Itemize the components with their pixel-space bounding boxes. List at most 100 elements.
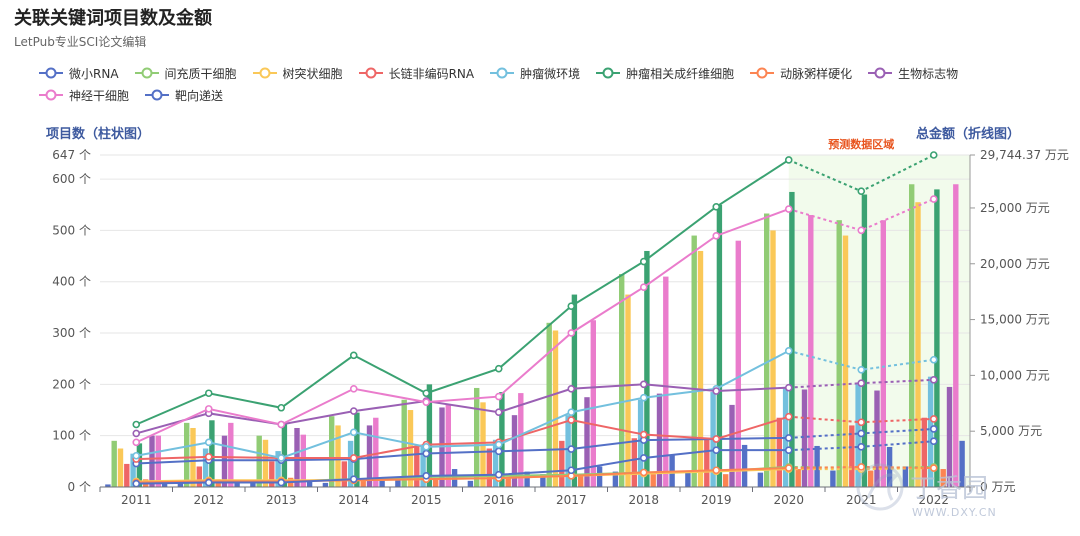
bar[interactable]: [644, 250, 650, 487]
bar[interactable]: [691, 235, 697, 487]
line-point[interactable]: [277, 403, 286, 412]
line-point[interactable]: [494, 364, 503, 373]
legend-item[interactable]: 动脉粥样硬化: [749, 62, 852, 84]
legend-item[interactable]: 生物标志物: [867, 62, 958, 84]
bar[interactable]: [886, 446, 893, 487]
bar[interactable]: [697, 250, 704, 487]
line-point[interactable]: [857, 366, 866, 374]
bar[interactable]: [685, 472, 691, 487]
bar[interactable]: [234, 481, 240, 487]
bar[interactable]: [524, 471, 530, 487]
bar[interactable]: [347, 440, 354, 487]
bar[interactable]: [776, 417, 782, 487]
line-point[interactable]: [857, 429, 866, 438]
line-point[interactable]: [132, 420, 141, 429]
bar[interactable]: [256, 435, 262, 487]
bar[interactable]: [149, 435, 155, 487]
bar[interactable]: [650, 474, 656, 487]
bar[interactable]: [373, 417, 379, 487]
line-point[interactable]: [494, 440, 503, 449]
bar[interactable]: [474, 387, 480, 487]
bar[interactable]: [880, 220, 886, 488]
bar[interactable]: [322, 482, 329, 487]
line-point[interactable]: [422, 449, 431, 458]
line-point[interactable]: [204, 405, 213, 413]
bar[interactable]: [250, 480, 256, 487]
line-point[interactable]: [929, 355, 938, 364]
line-point[interactable]: [784, 412, 793, 421]
line-point[interactable]: [132, 429, 141, 438]
line-point[interactable]: [784, 464, 793, 472]
bar[interactable]: [505, 477, 511, 487]
bar[interactable]: [329, 416, 335, 487]
line-point[interactable]: [204, 453, 213, 461]
legend-item[interactable]: 微小RNA: [38, 62, 119, 84]
bar[interactable]: [637, 399, 644, 487]
line-point[interactable]: [857, 379, 866, 387]
bar[interactable]: [959, 440, 965, 487]
bar[interactable]: [546, 322, 552, 487]
line-point[interactable]: [204, 438, 213, 447]
line-point[interactable]: [784, 434, 793, 442]
bar[interactable]: [177, 481, 184, 487]
line-point[interactable]: [494, 392, 503, 401]
bar[interactable]: [366, 425, 373, 487]
line-point[interactable]: [422, 472, 431, 480]
legend-item[interactable]: 靶向递送: [144, 84, 223, 106]
bar[interactable]: [124, 463, 130, 487]
line-point[interactable]: [929, 425, 938, 433]
line-point[interactable]: [132, 479, 141, 488]
bar[interactable]: [540, 474, 546, 487]
line-point[interactable]: [929, 376, 938, 384]
bar[interactable]: [426, 384, 433, 487]
line-point[interactable]: [712, 203, 721, 211]
bar[interactable]: [379, 480, 385, 487]
bar[interactable]: [492, 439, 499, 487]
bar[interactable]: [625, 294, 631, 487]
bar[interactable]: [921, 417, 927, 487]
legend-item[interactable]: 神经干细胞: [38, 84, 129, 106]
bar[interactable]: [868, 470, 874, 487]
line-point[interactable]: [349, 407, 358, 415]
bar[interactable]: [855, 384, 861, 487]
line-point[interactable]: [567, 416, 576, 424]
bar[interactable]: [842, 235, 849, 487]
line-point[interactable]: [639, 257, 648, 266]
bar[interactable]: [117, 448, 124, 487]
legend-item[interactable]: 肿瘤相关成纤维细胞: [595, 62, 734, 84]
line-point[interactable]: [132, 438, 141, 447]
bar[interactable]: [663, 276, 669, 487]
bar[interactable]: [741, 444, 748, 487]
bar[interactable]: [228, 422, 234, 487]
line-point[interactable]: [349, 351, 358, 360]
bar[interactable]: [940, 469, 946, 487]
bar[interactable]: [946, 386, 953, 487]
line-point[interactable]: [857, 187, 866, 196]
bar[interactable]: [559, 440, 565, 487]
line-point[interactable]: [784, 205, 793, 213]
legend-item[interactable]: 树突状细胞: [252, 62, 343, 84]
line-point[interactable]: [929, 151, 938, 159]
line-point[interactable]: [639, 454, 648, 462]
bar[interactable]: [861, 194, 868, 487]
line-point[interactable]: [639, 393, 648, 402]
bar[interactable]: [716, 204, 723, 487]
bar[interactable]: [354, 412, 360, 487]
line-point[interactable]: [857, 463, 866, 471]
line-point[interactable]: [929, 437, 938, 446]
line-point[interactable]: [422, 398, 431, 406]
line-point[interactable]: [929, 195, 938, 203]
bar[interactable]: [789, 191, 795, 487]
line-point[interactable]: [494, 470, 503, 479]
bar[interactable]: [909, 184, 915, 487]
bar[interactable]: [757, 472, 764, 487]
bar[interactable]: [849, 425, 855, 487]
line-point[interactable]: [712, 387, 721, 395]
bar[interactable]: [814, 445, 820, 487]
bar[interactable]: [209, 420, 215, 487]
bar[interactable]: [202, 448, 209, 487]
line-point[interactable]: [567, 466, 576, 475]
line-point[interactable]: [712, 466, 721, 475]
line-point[interactable]: [349, 454, 358, 462]
line-point[interactable]: [349, 428, 358, 437]
